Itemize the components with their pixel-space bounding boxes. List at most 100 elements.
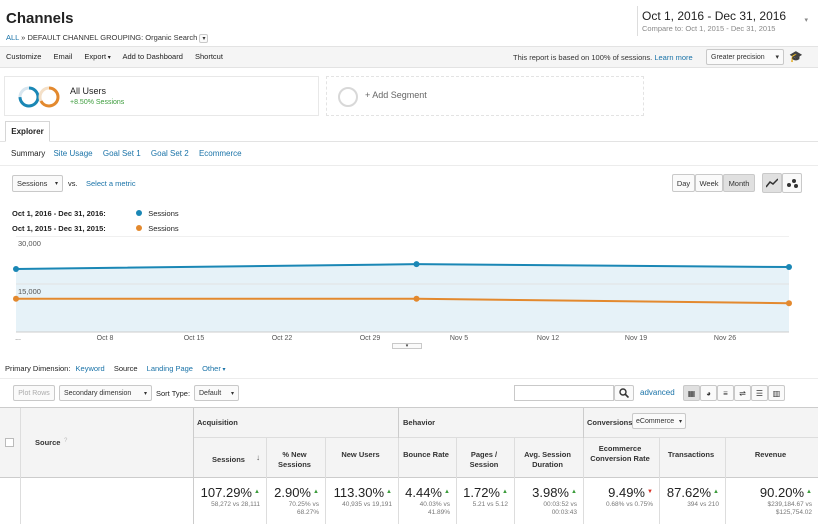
compare-range: Oct 1, 2015 - Dec 31, 2015 [685, 24, 776, 33]
cell-change-value: 1.72% [463, 485, 500, 500]
add-segment-label: + Add Segment [365, 90, 427, 100]
data-point [413, 261, 420, 268]
legend-series-current: Sessions [148, 209, 179, 218]
group-header-conversions: Conversions [587, 418, 633, 427]
subtab-ecommerce[interactable]: Ecommerce [198, 149, 242, 158]
empty-circle-icon [338, 87, 358, 107]
subtab-summary[interactable]: Summary [11, 149, 46, 158]
data-point [786, 264, 792, 271]
breadcrumb-dropdown-button[interactable]: ▾ [199, 33, 209, 43]
legend-range-current: Oct 1, 2016 - Dec 31, 2016: [12, 209, 106, 218]
cell-change-value: 107.29% [200, 485, 252, 500]
chevron-down-icon: ▾ [230, 390, 234, 397]
chevron-down-icon: ▾ [106, 55, 111, 61]
chart-resize-handle[interactable]: ▾ [392, 343, 422, 349]
dimension-keyword[interactable]: Keyword [75, 364, 105, 373]
subtab-goal-set-2[interactable]: Goal Set 2 [150, 149, 189, 158]
date-range-picker[interactable]: Oct 1, 2016 - Dec 31, 2016 Compare to: O… [637, 6, 810, 36]
column-header-bounce-rate[interactable]: Bounce Rate [403, 450, 449, 459]
data-point [13, 265, 19, 272]
column-header-pages-session[interactable]: Pages / Session [469, 450, 499, 469]
sort-type-label: Sort Type: [156, 389, 191, 398]
legend-series-previous: Sessions [148, 224, 179, 233]
cell-compare-value: $239,184.67 vs $125,754.02 [767, 501, 812, 516]
table-search-input[interactable] [514, 385, 614, 401]
segment-card-all-users[interactable]: All Users +8.50% Sessions [4, 76, 319, 116]
chevron-down-icon: ▾ [804, 17, 808, 24]
dimension-source[interactable]: Source [113, 364, 138, 373]
sort-type-value: Default [199, 389, 222, 397]
column-header-revenue[interactable]: Revenue [754, 450, 787, 459]
data-point [413, 295, 420, 302]
legend-dot-current [136, 210, 143, 216]
column-header--new-sessions[interactable]: % New Sessions [278, 450, 311, 469]
cell-compare-value: 00:03:52 vs 00:03:43 [543, 501, 577, 516]
arrow-down-icon: ▼ [647, 489, 653, 495]
conversions-select[interactable]: eCommerce ▾ [632, 413, 686, 429]
x-tick-label: Nov 19 [625, 335, 647, 342]
pie-view-icon[interactable]: ◕ [700, 385, 717, 401]
line-chart-icon[interactable] [762, 173, 782, 193]
column-header-transactions[interactable]: Transactions [667, 450, 715, 459]
cell-change-value: 90.20% [759, 485, 804, 500]
subtab-goal-set-1[interactable]: Goal Set 1 [102, 149, 141, 158]
plot-rows-button[interactable]: Plot Rows [13, 385, 55, 401]
cell-change-value: 87.62% [666, 485, 711, 500]
cell-compare-value: 70.25% vs 68.27% [288, 501, 319, 516]
column-header-ecommerce-conversion-rate[interactable]: Ecommerce Conversion Rate [590, 444, 650, 463]
column-header-avg-session-duration[interactable]: Avg. Session Duration [524, 450, 571, 469]
export-button[interactable]: Export [84, 52, 107, 61]
column-header-sessions[interactable]: Sessions [212, 455, 245, 464]
subtab-site-usage[interactable]: Site Usage [53, 149, 93, 158]
chevron-down-icon: ▾ [54, 181, 58, 187]
learn-more-link[interactable]: Learn more [654, 53, 693, 62]
dimension-other[interactable]: Other [202, 364, 221, 373]
table-row [0, 479, 818, 524]
add-segment-card[interactable]: + Add Segment [326, 76, 644, 116]
term-cloud-view-icon[interactable]: ☰ [751, 385, 768, 401]
chevron-down-icon: ▾ [775, 54, 779, 61]
secondary-dimension-select[interactable]: Secondary dimension ▾ [59, 385, 152, 401]
metric-select[interactable]: Sessions ▾ [12, 175, 63, 192]
cell-change-value: 4.44% [405, 485, 442, 500]
column-header-new-users[interactable]: New Users [341, 450, 380, 459]
x-tick-label: Oct 29 [360, 335, 381, 342]
precision-select[interactable]: Greater precision ▾ [706, 49, 784, 65]
period-day-button[interactable]: Day [672, 174, 695, 192]
dimension-landing-page[interactable]: Landing Page [146, 364, 193, 373]
email-button[interactable]: Email [53, 52, 73, 61]
period-month-button[interactable]: Month [723, 174, 755, 192]
select-all-checkbox[interactable] [5, 438, 14, 447]
table-view-icon[interactable]: ▦ [683, 385, 700, 401]
sort-desc-icon[interactable]: ↓ [256, 453, 260, 462]
data-table: Source ? Acquisition Behavior Conversion… [0, 407, 818, 524]
tab-explorer-label: Explorer [11, 127, 44, 136]
pivot-view-icon[interactable]: ▥ [768, 385, 785, 401]
add-to-dashboard-button[interactable]: Add to Dashboard [122, 52, 183, 61]
sessions-line-chart: 30,000 15,000... Oct 8 Oct 15 Oct 22 Oct 29 No… [13, 236, 792, 342]
comparison-view-icon[interactable]: ⇌ [734, 385, 751, 401]
cell-compare-value: 0.68% vs 0.75% [606, 501, 653, 508]
arrow-up-icon: ▲ [444, 489, 450, 495]
cell-change-value: 3.98% [532, 485, 569, 500]
sessions-donut-icon [18, 86, 60, 108]
motion-chart-icon[interactable] [782, 173, 802, 193]
performance-view-icon[interactable]: ≡ [717, 385, 734, 401]
search-icon[interactable] [614, 385, 634, 401]
cell-compare-value: 40.03% vs 41.89% [419, 501, 450, 516]
sort-type-select[interactable]: Default ▾ [194, 385, 239, 401]
vs-label: vs. [68, 179, 78, 188]
breadcrumb-all-link[interactable]: ALL [6, 33, 20, 42]
customize-button[interactable]: Customize [6, 52, 42, 61]
tab-explorer[interactable]: Explorer [5, 121, 50, 142]
shortcut-button[interactable]: Shortcut [195, 52, 223, 61]
arrow-up-icon: ▲ [254, 489, 260, 495]
column-header-source[interactable]: Source [35, 438, 61, 447]
graduation-cap-icon[interactable]: 🎓 [789, 51, 803, 63]
select-metric-link[interactable]: Select a metric [86, 179, 136, 188]
advanced-link[interactable]: advanced [640, 388, 675, 397]
cell-change-value: 113.30% [333, 485, 384, 500]
x-tick-label: Oct 15 [184, 335, 205, 342]
period-week-button[interactable]: Week [695, 174, 723, 192]
cell-change-value: 2.90% [274, 485, 311, 500]
